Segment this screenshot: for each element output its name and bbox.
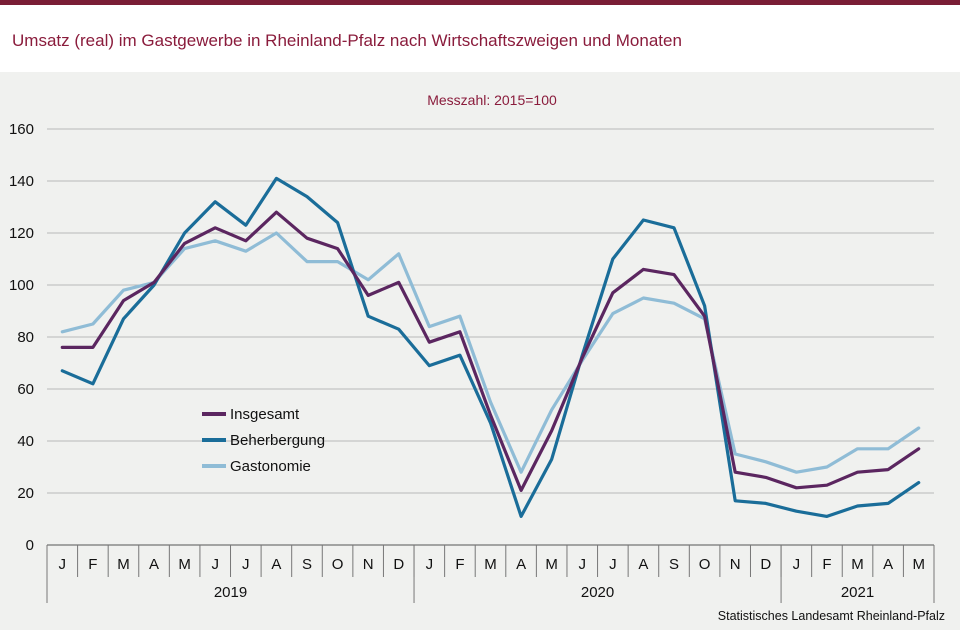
x-tick-label: O xyxy=(699,556,711,573)
header: Umsatz (real) im Gastgewerbe in Rheinlan… xyxy=(0,5,960,72)
x-tick-label: A xyxy=(149,556,159,573)
y-tick-label: 40 xyxy=(17,433,34,450)
x-tick-label: A xyxy=(883,556,893,573)
header-accent-bar xyxy=(0,0,960,5)
x-tick-label: N xyxy=(730,556,741,573)
y-tick-label: 120 xyxy=(9,225,34,242)
year-label: 2020 xyxy=(581,584,614,601)
chart-subtitle: Messzahl: 2015=100 xyxy=(427,92,557,108)
x-tick-label: J xyxy=(242,556,250,573)
x-tick-label: M xyxy=(851,556,864,573)
x-axis: J F M A M J J A S O N D J F M A M J J A S O N D J F M A M 2019 2020 202… xyxy=(46,545,935,603)
series-line-gastonomie xyxy=(60,231,921,474)
x-tick-label: D xyxy=(760,556,771,573)
x-tick-label: F xyxy=(88,556,97,573)
x-tick-label: O xyxy=(332,556,344,573)
x-tick-label: F xyxy=(822,556,831,573)
x-tick-label: M xyxy=(912,556,925,573)
x-tick-label: A xyxy=(271,556,281,573)
x-tick-label: J xyxy=(211,556,219,573)
legend-label: Beherbergung xyxy=(230,432,325,449)
y-tick-label: 0 xyxy=(26,537,34,554)
year-label: 2019 xyxy=(214,584,247,601)
year-label: 2021 xyxy=(841,584,874,601)
x-tick-label: J xyxy=(609,556,617,573)
y-tick-label: 20 xyxy=(17,485,34,502)
x-tick-label: A xyxy=(516,556,526,573)
series-lines xyxy=(60,176,921,519)
source-note: Statistisches Landesamt Rheinland-Pfalz xyxy=(718,609,945,623)
series-line-insgesamt xyxy=(60,210,921,492)
gridlines xyxy=(47,128,934,546)
x-tick-label: J xyxy=(579,556,587,573)
x-tick-label: F xyxy=(455,556,464,573)
x-tick-label: S xyxy=(302,556,312,573)
x-tick-label: M xyxy=(178,556,191,573)
x-tick-label: M xyxy=(117,556,130,573)
y-tick-label: 80 xyxy=(17,329,34,346)
chart-panel xyxy=(0,80,960,630)
y-tick-label: 140 xyxy=(9,173,34,190)
x-tick-label: J xyxy=(793,556,801,573)
x-tick-label: M xyxy=(545,556,558,573)
x-tick-label: J xyxy=(426,556,434,573)
x-tick-label: M xyxy=(484,556,497,573)
x-tick-label: N xyxy=(363,556,374,573)
series-line-beherbergung xyxy=(60,176,921,519)
x-tick-label: S xyxy=(669,556,679,573)
y-tick-label: 60 xyxy=(17,381,34,398)
y-tick-label: 160 xyxy=(9,121,34,138)
x-tick-label: A xyxy=(638,556,648,573)
x-tick-label: D xyxy=(393,556,404,573)
x-tick-label: J xyxy=(59,556,67,573)
legend-label: Insgesamt xyxy=(230,406,300,423)
legend: Insgesamt Beherbergung Gastonomie xyxy=(202,406,325,475)
page-title: Umsatz (real) im Gastgewerbe in Rheinlan… xyxy=(12,31,682,50)
y-axis: 0 20 40 60 80 100 120 140 160 xyxy=(9,121,34,554)
legend-label: Gastonomie xyxy=(230,458,311,475)
y-tick-label: 100 xyxy=(9,277,34,294)
